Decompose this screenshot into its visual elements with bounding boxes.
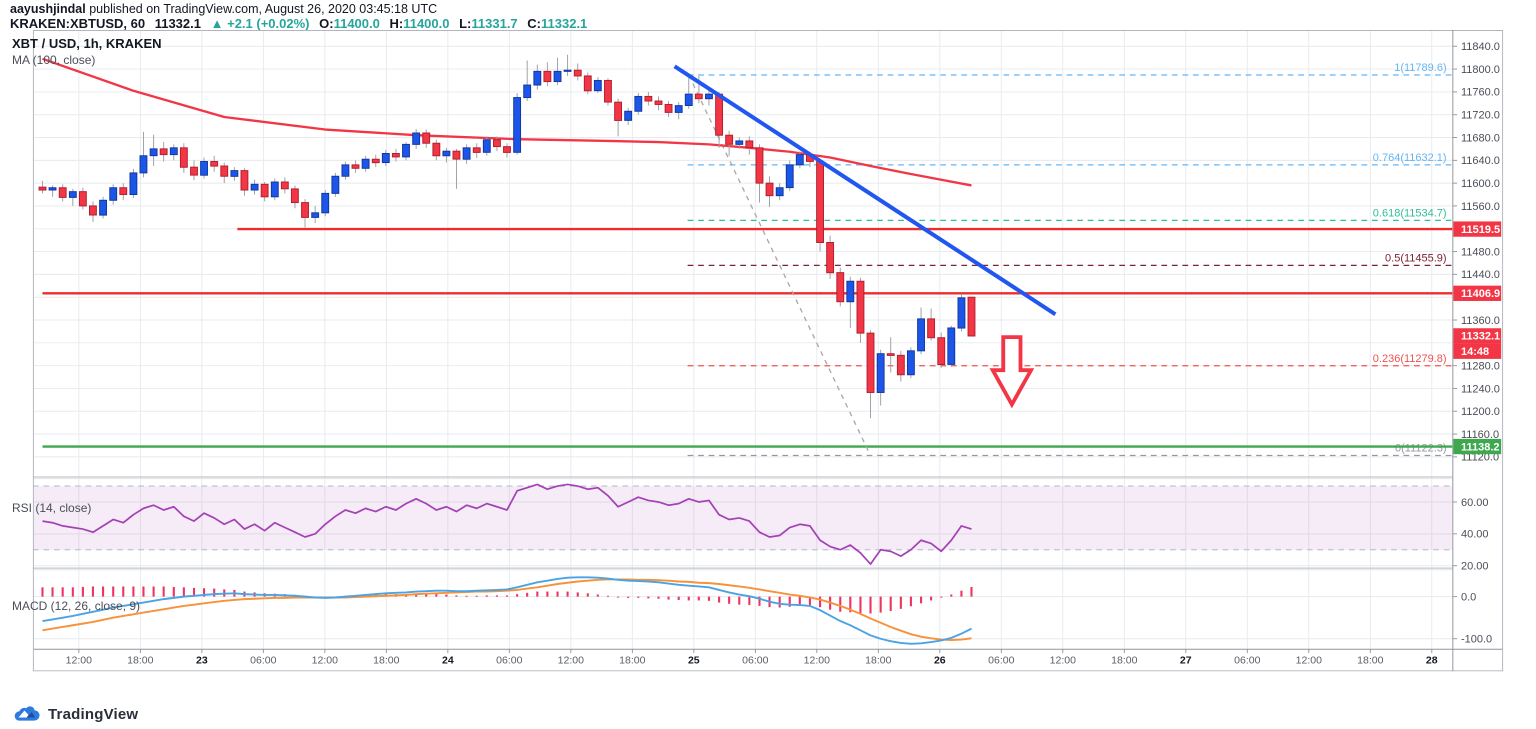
candlesticks[interactable] [38,54,976,419]
svg-text:11120.0: 11120.0 [1461,452,1499,464]
svg-text:11560.0: 11560.0 [1461,201,1500,213]
svg-text:0.618(11534.7): 0.618(11534.7) [1373,208,1447,220]
svg-text:11280.0: 11280.0 [1461,360,1500,372]
open-value: 11400.0 [333,16,380,31]
svg-text:11600.0: 11600.0 [1461,178,1500,190]
high-value: 11400.0 [403,16,450,31]
close-value: 11332.1 [541,16,588,31]
svg-text:06:00: 06:00 [496,655,522,667]
attribution-text: published on TradingView.com, August 26,… [85,2,438,16]
ma100-line[interactable] [42,57,972,187]
svg-text:26: 26 [934,655,946,667]
low-value: 11331.7 [471,16,518,31]
svg-text:18:00: 18:00 [127,655,153,667]
svg-text:11200.0: 11200.0 [1461,406,1500,418]
svg-text:11680.0: 11680.0 [1461,132,1500,144]
svg-text:11332.1: 11332.1 [1461,331,1500,343]
svg-text:18:00: 18:00 [619,655,645,667]
price-change: +2.1 (+0.02%) [227,16,310,31]
macd-axis[interactable]: 0.0 -100.0 [1452,591,1492,646]
macd-pane[interactable] [41,576,973,645]
svg-text:06:00: 06:00 [742,655,768,667]
chart-legend-ma: MA (100, close) [12,53,96,67]
svg-text:18:00: 18:00 [1111,655,1137,667]
svg-text:11138.2: 11138.2 [1461,441,1500,453]
svg-text:11760.0: 11760.0 [1461,87,1500,99]
svg-text:11360.0: 11360.0 [1461,315,1500,327]
close-label: C: [527,16,542,31]
svg-text:11800.0: 11800.0 [1461,64,1500,76]
svg-text:27: 27 [1180,655,1192,667]
down-arrow-annotation[interactable] [989,335,1035,409]
rsi-line [42,483,972,565]
svg-text:24: 24 [442,655,454,667]
rsi-axis[interactable]: 60.00 40.00 20.00 [1452,497,1489,573]
svg-text:12:00: 12:00 [804,655,830,667]
macd-line [42,576,972,645]
svg-text:20.00: 20.00 [1461,561,1489,573]
svg-text:11480.0: 11480.0 [1461,246,1500,258]
svg-text:0(11122.3): 0(11122.3) [1395,443,1447,455]
open-label: O: [319,16,334,31]
trendline[interactable] [673,64,1057,316]
svg-text:12:00: 12:00 [1296,655,1322,667]
svg-text:06:00: 06:00 [250,655,276,667]
svg-text:11440.0: 11440.0 [1461,269,1500,281]
macd-legend: MACD (12, 26, close, 9) [12,599,141,613]
symbol-ohlc-line: KRAKEN:XBTUSD, 60 11332.1 ▲ +2.1 (+0.02%… [10,16,587,31]
price-badges: 11519.5 11406.9 11332.1 14:48 11138.2 [1453,221,1502,455]
svg-text:06:00: 06:00 [988,655,1014,667]
chart-canvas[interactable]: 12:00 18:00 23 06:00 12:00 18:00 24 06:00 12:00 1… [0,30,1536,700]
svg-text:23: 23 [196,655,208,667]
svg-text:1(11789.6): 1(11789.6) [1394,62,1446,74]
svg-text:25: 25 [688,655,700,667]
attribution-author: aayushjindal [10,2,86,16]
fib-retracement-levels[interactable]: 1(11789.6) 0.764(11632.1) 0.618(11534.7) 0.… [687,62,1453,457]
chart-legend-symbol: XBT / USD, 1h, KRAKEN [12,36,162,51]
svg-text:12:00: 12:00 [312,655,338,667]
svg-text:40.00: 40.00 [1461,529,1489,541]
svg-text:11240.0: 11240.0 [1461,383,1500,395]
svg-text:18:00: 18:00 [865,655,891,667]
svg-text:12:00: 12:00 [558,655,584,667]
svg-text:12:00: 12:00 [66,655,92,667]
svg-text:18:00: 18:00 [1357,655,1383,667]
svg-text:0.5(11455.9): 0.5(11455.9) [1385,252,1447,264]
svg-text:0.0: 0.0 [1461,591,1476,603]
svg-text:11640.0: 11640.0 [1461,155,1500,167]
low-label: L: [459,16,472,31]
high-label: H: [389,16,404,31]
svg-text:14:48: 14:48 [1461,346,1489,358]
rsi-pane[interactable] [32,483,1453,565]
svg-text:0.764(11632.1): 0.764(11632.1) [1373,152,1447,164]
pane-separators [32,30,1504,672]
tradingview-logo-text[interactable]: TradingView [48,706,139,723]
footer-bar: TradingView [0,700,1536,729]
svg-text:11519.5: 11519.5 [1461,224,1500,236]
symbol-name: KRAKEN:XBTUSD, 60 [10,16,146,31]
change-up-icon: ▲ [210,16,224,31]
macd-signal-line [42,578,972,641]
last-price: 11332.1 [154,16,201,31]
svg-text:0.236(11279.8): 0.236(11279.8) [1373,353,1447,365]
svg-text:-100.0: -100.0 [1461,634,1492,646]
attribution-line: aayushjindal published on TradingView.co… [10,2,437,16]
svg-text:11840.0: 11840.0 [1461,41,1500,53]
svg-text:18:00: 18:00 [373,655,399,667]
svg-text:12:00: 12:00 [1050,655,1076,667]
time-axis: 12:00 18:00 23 06:00 12:00 18:00 24 06:00 12:00 1… [66,30,1438,667]
price-axis[interactable]: 11840.0 11800.0 11760.0 11720.0 11680.0 11640… [1452,41,1500,464]
svg-text:11406.9: 11406.9 [1461,288,1500,300]
tradingview-logo-icon[interactable] [14,706,40,723]
svg-text:60.00: 60.00 [1461,497,1489,509]
svg-text:11160.0: 11160.0 [1461,429,1499,441]
rsi-legend: RSI (14, close) [12,501,92,515]
svg-text:06:00: 06:00 [1234,655,1260,667]
horizontal-price-lines[interactable] [42,227,1453,448]
svg-text:11720.0: 11720.0 [1461,110,1500,122]
svg-text:28: 28 [1426,655,1438,667]
